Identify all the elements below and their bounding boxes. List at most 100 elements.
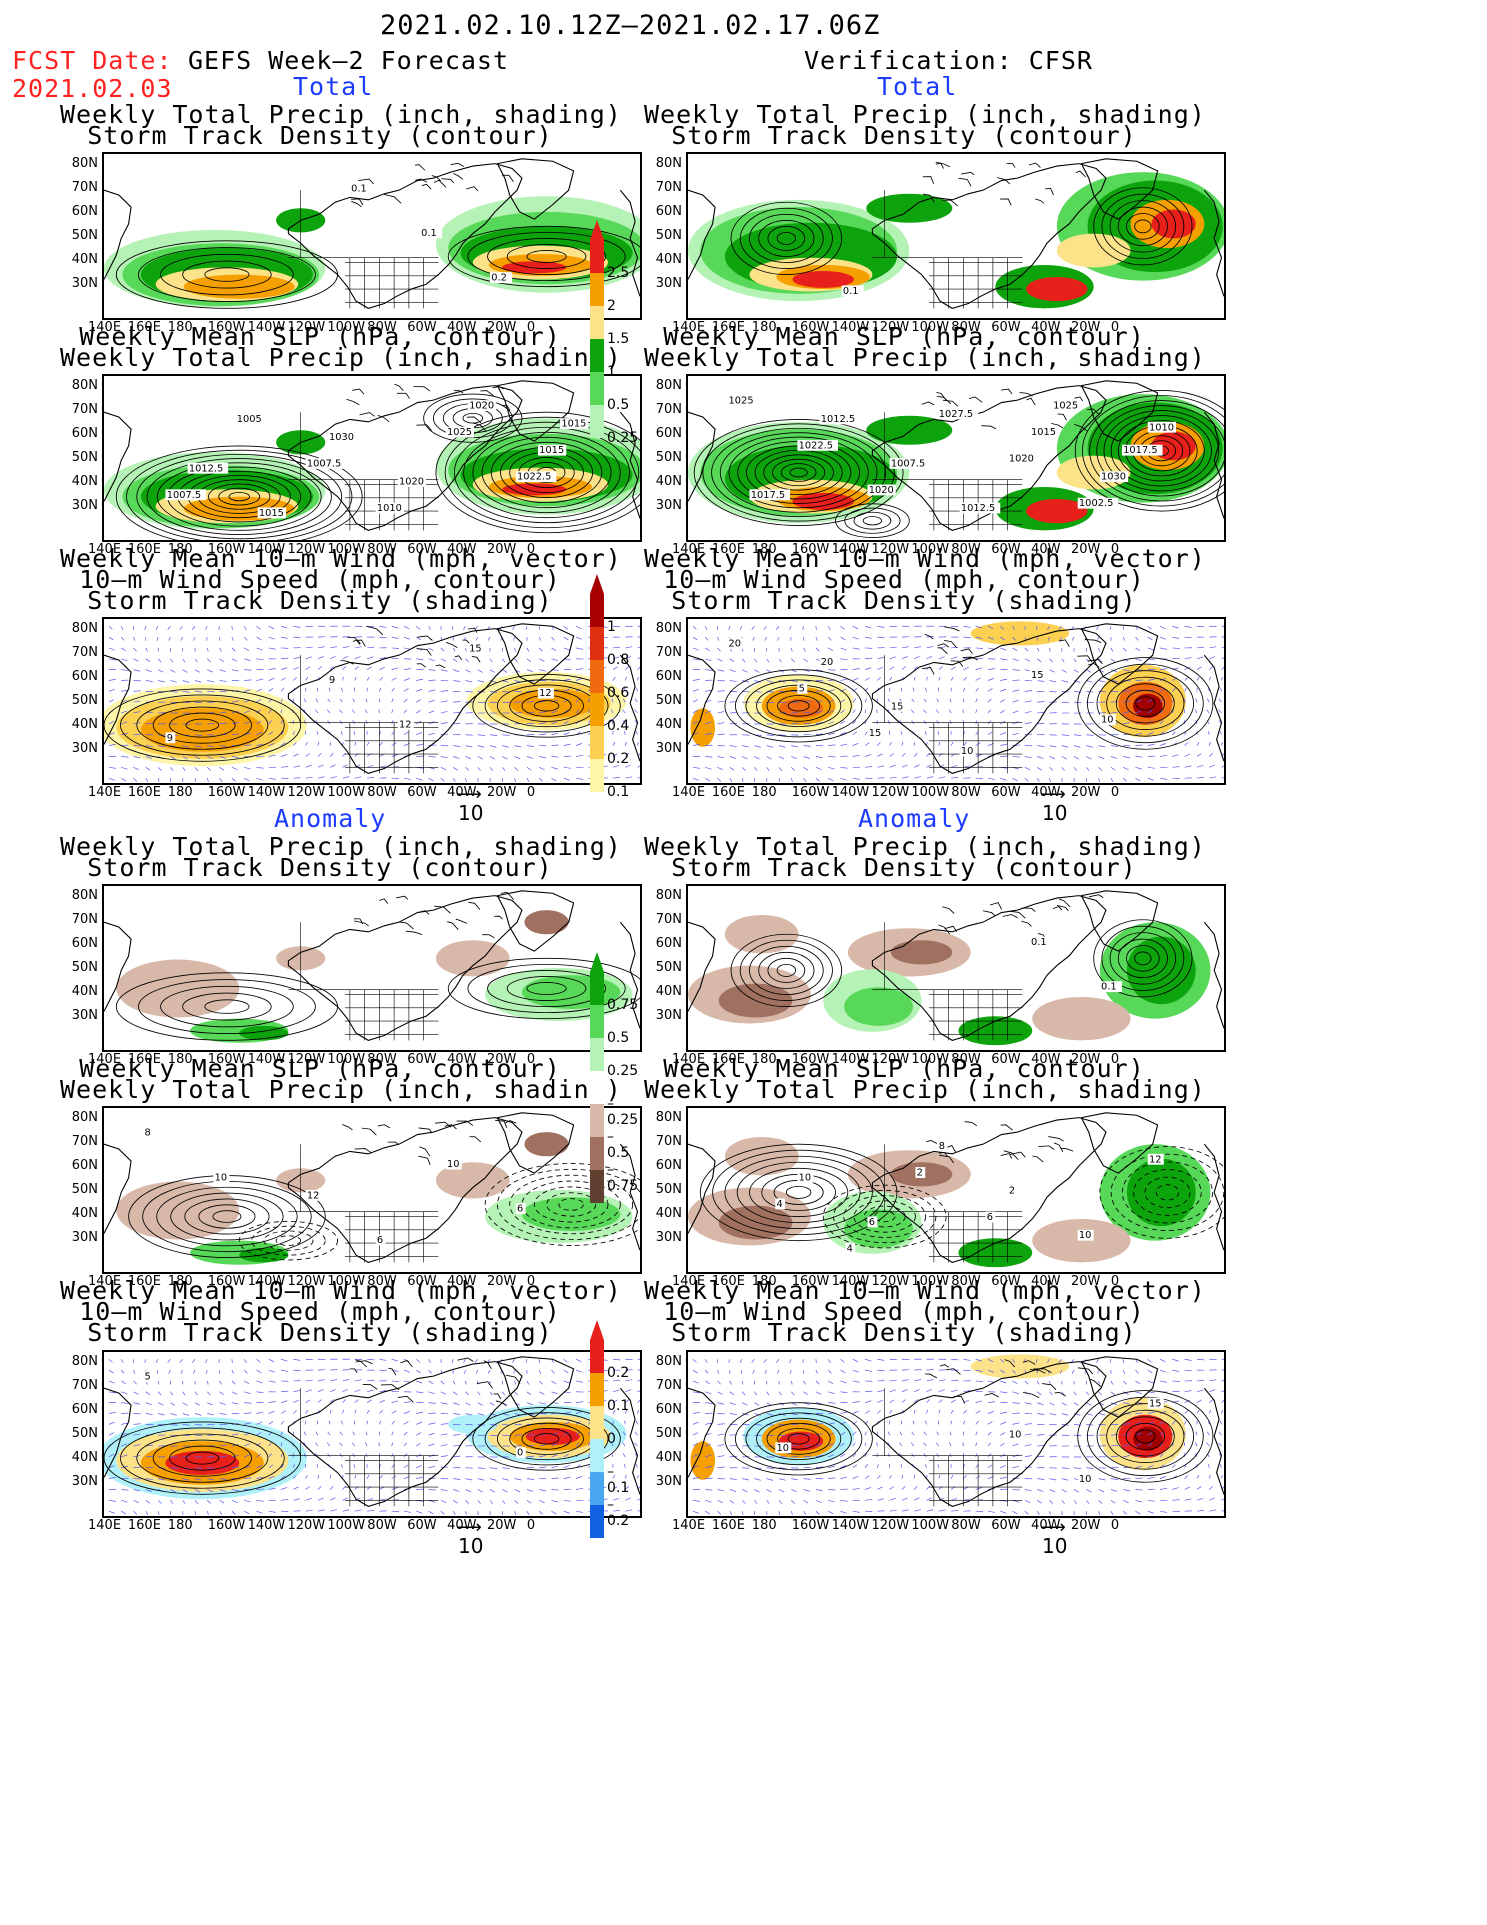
contour-label: 0.1 xyxy=(419,227,443,239)
lat-tick-label: 50N xyxy=(655,960,682,975)
lon-tick-label: 60W xyxy=(407,542,437,557)
lon-tick-label: 60W xyxy=(407,1518,437,1533)
lon-tick-label: 80W xyxy=(951,1052,981,1067)
contour-label: 10 xyxy=(1099,714,1116,726)
svg-text:10: 10 xyxy=(961,746,974,757)
lon-tick-label: 180 xyxy=(751,1052,777,1067)
svg-text:15: 15 xyxy=(1031,670,1044,681)
lon-tick-label: 20W xyxy=(487,1518,517,1533)
contour-label: 1030 xyxy=(1099,471,1129,483)
lon-tick-label: 180 xyxy=(167,320,193,335)
section-total-left: Total xyxy=(293,72,374,101)
lon-tick-label: 60W xyxy=(407,320,437,335)
lon-tick-label: 0 xyxy=(526,542,536,557)
lat-tick-label: 60N xyxy=(71,204,98,219)
lat-tick-label: 40N xyxy=(655,474,682,489)
lon-tick-label: 100W xyxy=(911,1518,950,1533)
lat-tick-label: 50N xyxy=(655,1182,682,1197)
svg-text:2: 2 xyxy=(917,1168,923,1179)
colorbar-swatch xyxy=(590,240,604,273)
svg-text:10: 10 xyxy=(1101,715,1114,726)
svg-text:1025: 1025 xyxy=(447,427,472,438)
panel-title-line: 10–m Wind Speed (mph, contour) xyxy=(663,565,1145,594)
lat-tick-label: 50N xyxy=(655,693,682,708)
lat-tick-label: 40N xyxy=(71,717,98,732)
panel-title-line: Storm Track Density (shading) xyxy=(671,586,1137,615)
lat-tick-label: 30N xyxy=(71,498,98,513)
lon-tick-label: 140E xyxy=(88,1518,122,1533)
lon-tick-label: 140W xyxy=(831,785,870,800)
contour-label: 10 xyxy=(959,745,976,757)
map-svg: 12 6 10 6 8 10 xyxy=(104,1112,640,1265)
contour-label: 0 xyxy=(515,1447,526,1459)
lat-tick-label: 80N xyxy=(71,378,98,393)
lon-tick-label: 180 xyxy=(167,1518,193,1533)
lon-tick-label: 180 xyxy=(167,1052,193,1067)
contour-label: 2 xyxy=(915,1167,926,1179)
lon-tick-label: 160E xyxy=(127,785,161,800)
svg-text:1007.5: 1007.5 xyxy=(167,490,201,501)
lon-tick-label: 80W xyxy=(367,1274,397,1289)
colorbar-swatch xyxy=(590,1170,604,1203)
lon-tick-label: 100W xyxy=(911,320,950,335)
contour-label: 1022.5 xyxy=(515,471,557,483)
contour-label: 9 xyxy=(327,674,338,686)
lon-tick-label: 60W xyxy=(991,320,1021,335)
lat-tick-label: 40N xyxy=(71,1206,98,1221)
map-panel-L3: 9 12 15 12 9 xyxy=(102,617,642,785)
svg-text:15: 15 xyxy=(1149,1398,1162,1409)
colorbar-label: 0.25 xyxy=(607,430,639,446)
lon-tick-label: 100W xyxy=(327,1518,366,1533)
lon-tick-label: 100W xyxy=(327,320,366,335)
lon-tick-label: 80W xyxy=(951,785,981,800)
contour-label: 1020 xyxy=(467,400,497,412)
lon-tick-label: 120W xyxy=(871,1274,910,1289)
lat-tick-label: 50N xyxy=(71,1426,98,1441)
lon-tick-label: 60W xyxy=(991,1518,1021,1533)
lat-tick-label: 60N xyxy=(655,669,682,684)
svg-text:0.1: 0.1 xyxy=(843,286,859,297)
colorbar-swatch xyxy=(590,627,604,660)
lon-tick-label: 100W xyxy=(327,1274,366,1289)
svg-text:4: 4 xyxy=(777,1199,783,1210)
contour-label: 12 xyxy=(397,719,414,731)
lon-tick-label: 40W xyxy=(1031,1052,1061,1067)
contour-label: 9 xyxy=(165,732,176,744)
lat-tick-label: 80N xyxy=(71,1110,98,1125)
lon-tick-label: 140E xyxy=(672,785,706,800)
right-model-title: Verification: CFSR xyxy=(804,46,1093,75)
contour-label: 1002.5 xyxy=(1077,497,1119,509)
lon-tick-label: 120W xyxy=(871,542,910,557)
lon-tick-label: 40W xyxy=(447,1274,477,1289)
colorbar-swatch xyxy=(590,594,604,627)
contour-label: 15 xyxy=(1029,669,1046,681)
panel-title-line: Weekly Total Precip (inch, shading) xyxy=(644,100,1206,129)
svg-text:1005: 1005 xyxy=(237,414,262,425)
lon-tick-label: 80W xyxy=(951,320,981,335)
svg-text:8: 8 xyxy=(939,1141,945,1152)
panel-title-line: Weekly Mean SLP (hPa, contour) xyxy=(663,322,1145,351)
lon-tick-label: 60W xyxy=(407,785,437,800)
vector-reference: ⟶ 10 xyxy=(456,1517,484,1559)
lon-tick-label: 100W xyxy=(327,1052,366,1067)
vector-reference-value: 10 xyxy=(458,801,484,825)
lat-tick-label: 50N xyxy=(71,693,98,708)
lon-tick-label: 20W xyxy=(487,320,517,335)
contour-label: 5 xyxy=(797,682,808,694)
colorbar-label: 0.4 xyxy=(607,718,630,734)
map-svg: 1025 1017.5 1017.5 1012.5 1007.5 1012.5 1015 10… xyxy=(688,380,1224,539)
lon-tick-label: 20W xyxy=(1071,1052,1101,1067)
lon-tick-label: 160W xyxy=(207,1052,246,1067)
lon-tick-label: 140E xyxy=(672,1518,706,1533)
lat-tick-label: 80N xyxy=(71,1354,98,1369)
panel-title-line: 10–m Wind Speed (mph, contour) xyxy=(79,1297,561,1326)
fcst-date-value: 2021.02.03 xyxy=(12,74,173,103)
lon-tick-label: 0 xyxy=(1110,320,1120,335)
contour-label: 0.1 xyxy=(349,182,372,194)
colorbar-swatch xyxy=(590,1104,604,1137)
lon-tick-label: 80W xyxy=(367,542,397,557)
svg-text:1015: 1015 xyxy=(561,419,586,430)
lat-tick-label: 40N xyxy=(71,474,98,489)
lon-tick-label: 140W xyxy=(247,542,286,557)
lat-tick-label: 30N xyxy=(71,276,98,291)
